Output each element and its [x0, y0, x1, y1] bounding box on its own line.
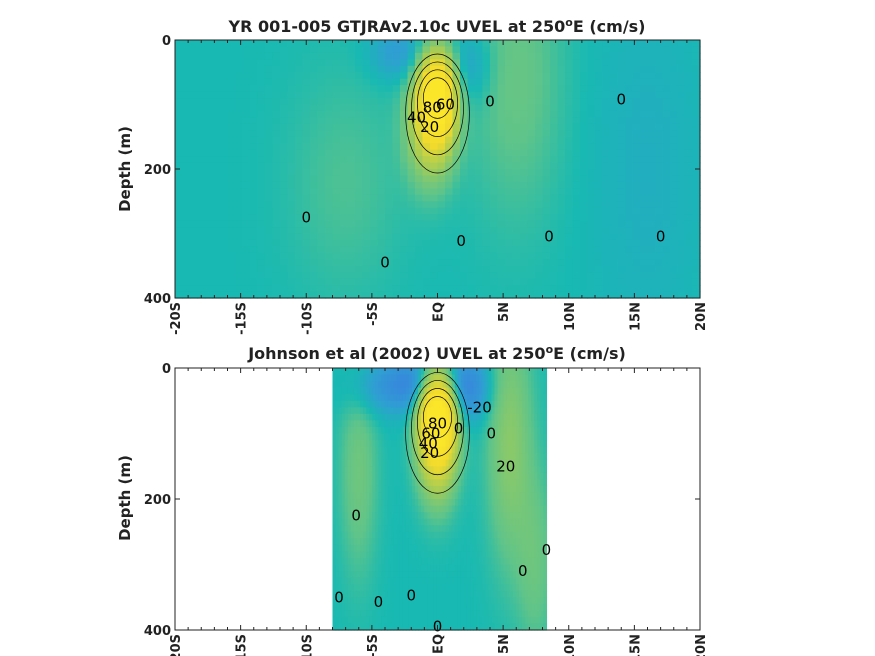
contour-label: -20	[467, 398, 492, 416]
contour-label: 80	[428, 415, 447, 433]
y-tick-label: 400	[144, 292, 171, 307]
x-tick-label: EQ	[432, 302, 447, 322]
x-tick-label: 5N	[497, 634, 512, 654]
contour-label: 0	[616, 90, 626, 108]
velocity-field	[175, 40, 701, 299]
y-tick-label: 400	[144, 624, 171, 639]
y-tick-label: 0	[162, 362, 171, 377]
contour-label: 0	[374, 593, 384, 611]
contour-label: 0	[456, 232, 466, 250]
contour-label: 0	[334, 588, 344, 606]
x-tick-label: 15N	[628, 302, 643, 331]
y-tick-label: 200	[144, 493, 171, 508]
contour-label: 0	[544, 228, 554, 246]
contour-label: 20	[496, 457, 515, 475]
x-tick-label: 15N	[628, 634, 643, 656]
bottom-panel: Johnson et al (2002) UVEL at 250oE (cm/s…	[116, 343, 709, 656]
contour-label: 0	[485, 92, 495, 110]
x-tick-label: -5S	[366, 302, 381, 326]
x-tick-label: -20S	[169, 302, 184, 335]
top-panel: YR 001-005 GTJRAv2.10c UVEL at 250oE (cm…	[116, 16, 709, 335]
bottom-panel-title: Johnson et al (2002) UVEL at 250oE (cm/s…	[247, 343, 626, 363]
contour-label: 0	[406, 586, 416, 604]
contour-label: 0	[656, 228, 666, 246]
contour-label: 20	[420, 118, 439, 136]
contour-label: 0	[351, 506, 361, 524]
contour-label: 0	[487, 425, 497, 443]
bottom-panel-ylabel: Depth (m)	[116, 455, 134, 541]
contour-lines	[405, 53, 470, 174]
x-tick-label: -10S	[300, 302, 315, 335]
x-tick-label: 10N	[563, 302, 578, 331]
contour-label: 0	[380, 254, 390, 272]
contour-label: 40	[407, 108, 426, 126]
x-tick-label: 5N	[497, 302, 512, 322]
x-tick-label: -10S	[300, 634, 315, 656]
y-tick-label: 200	[144, 163, 171, 178]
contour-label: 80	[423, 99, 442, 117]
contour-label: 60	[421, 425, 440, 443]
velocity-field	[332, 368, 548, 631]
x-tick-label: -15S	[235, 634, 250, 656]
contour-label: 40	[419, 434, 438, 452]
contour-label: 60	[436, 96, 455, 114]
contour-lines	[405, 372, 470, 494]
x-tick-label: -5S	[366, 634, 381, 656]
x-tick-label: EQ	[432, 634, 447, 654]
x-tick-label: -15S	[235, 302, 250, 335]
x-tick-label: 20N	[694, 302, 709, 331]
contour-label: 0	[301, 208, 311, 226]
contour-label: 0	[542, 541, 552, 559]
y-tick-label: 0	[162, 34, 171, 49]
top-panel-ylabel: Depth (m)	[116, 126, 134, 212]
contour-label: 0	[518, 562, 528, 580]
contour-label: 20	[420, 444, 439, 462]
x-tick-label: 20N	[694, 634, 709, 656]
x-tick-label: 10N	[563, 634, 578, 656]
x-tick-label: -20S	[169, 634, 184, 656]
contour-label: 0	[454, 419, 464, 437]
top-panel-title: YR 001-005 GTJRAv2.10c UVEL at 250oE (cm…	[228, 16, 646, 36]
